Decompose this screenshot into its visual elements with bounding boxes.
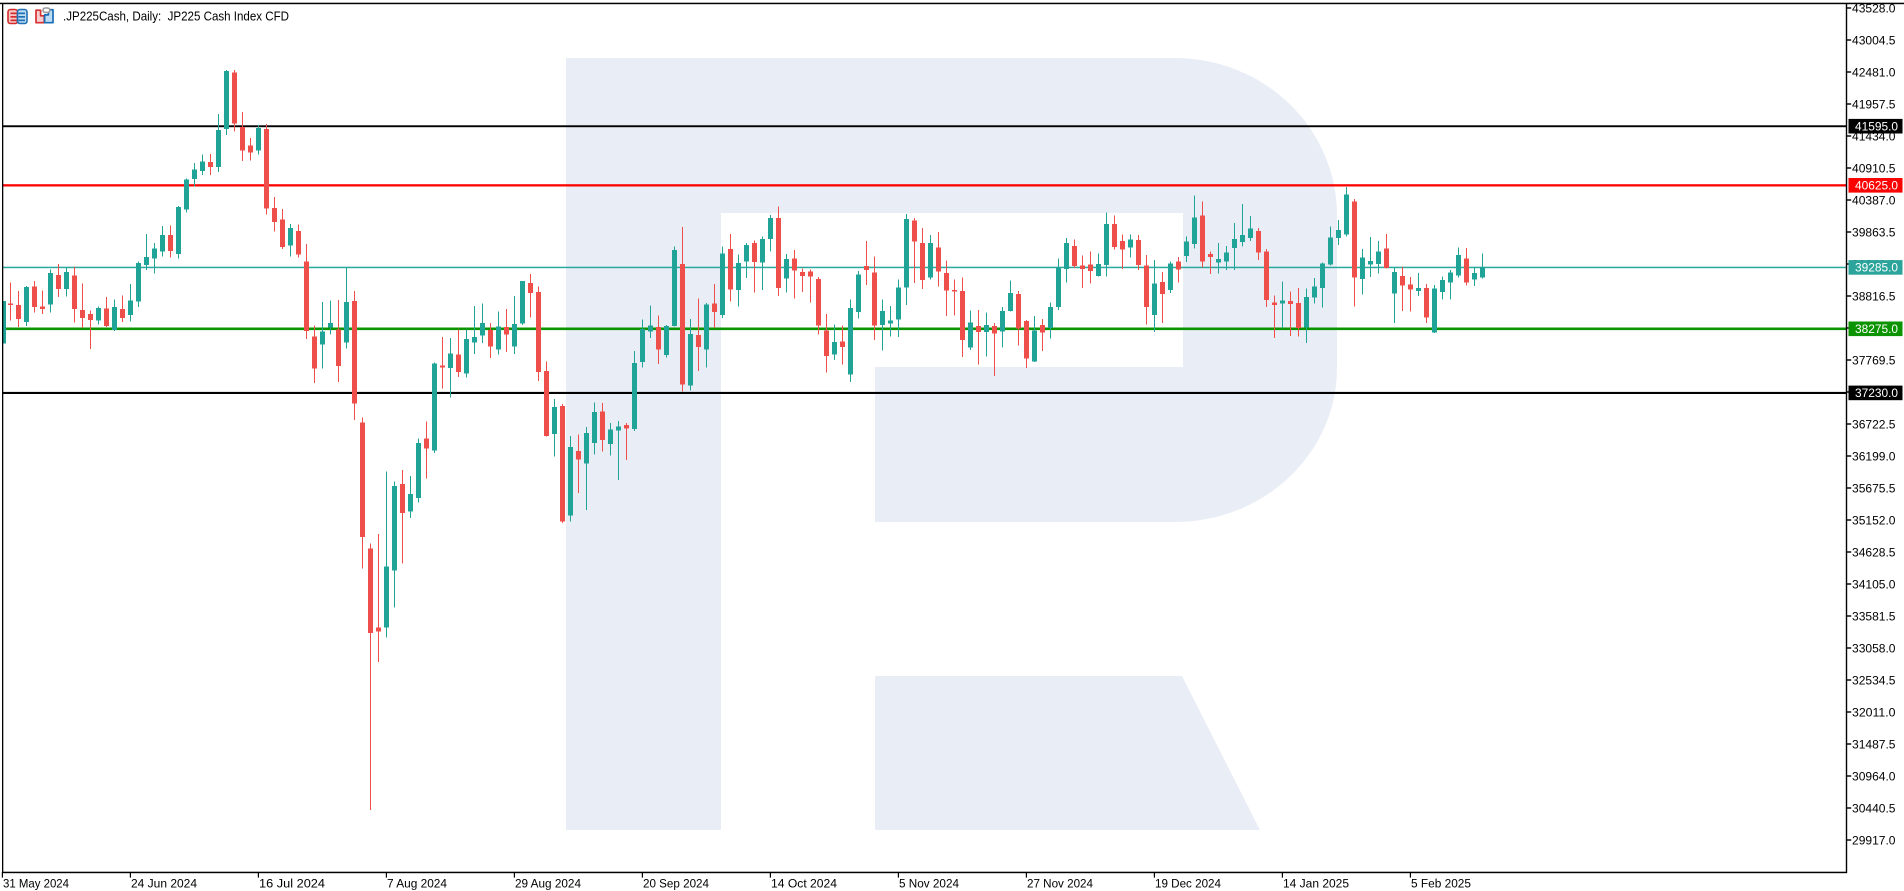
svg-text:20 Sep 2024: 20 Sep 2024 bbox=[643, 877, 709, 891]
svg-text:30440.5: 30440.5 bbox=[1852, 801, 1896, 815]
svg-text:39285.0: 39285.0 bbox=[1855, 261, 1898, 275]
svg-text:30964.0: 30964.0 bbox=[1852, 769, 1896, 783]
svg-text:36722.5: 36722.5 bbox=[1852, 417, 1896, 431]
svg-text:7 Aug 2024: 7 Aug 2024 bbox=[387, 877, 447, 891]
svg-text:24 Jun 2024: 24 Jun 2024 bbox=[131, 877, 197, 891]
svg-text:40625.0: 40625.0 bbox=[1855, 179, 1898, 193]
svg-text:36199.0: 36199.0 bbox=[1852, 449, 1896, 463]
svg-text:5 Feb 2025: 5 Feb 2025 bbox=[1411, 877, 1471, 891]
svg-text:37230.0: 37230.0 bbox=[1855, 386, 1898, 400]
svg-text:33058.0: 33058.0 bbox=[1852, 641, 1896, 655]
svg-text:29 Aug 2024: 29 Aug 2024 bbox=[515, 877, 581, 891]
svg-text:16 Jul 2024: 16 Jul 2024 bbox=[259, 877, 325, 891]
svg-text:41957.5: 41957.5 bbox=[1852, 97, 1896, 111]
svg-text:35152.0: 35152.0 bbox=[1852, 513, 1896, 527]
svg-text:38816.5: 38816.5 bbox=[1852, 289, 1896, 303]
svg-text:.JP225Cash, Daily: JP225 Cash: .JP225Cash, Daily: JP225 Cash Index CFD bbox=[63, 10, 289, 24]
svg-text:43528.0: 43528.0 bbox=[1852, 1, 1896, 15]
svg-text:37769.5: 37769.5 bbox=[1852, 353, 1896, 367]
svg-text:31487.5: 31487.5 bbox=[1852, 737, 1896, 751]
svg-text:14 Jan 2025: 14 Jan 2025 bbox=[1283, 877, 1349, 891]
svg-text:32011.0: 32011.0 bbox=[1852, 705, 1896, 719]
svg-text:43004.5: 43004.5 bbox=[1852, 33, 1896, 47]
svg-text:39863.5: 39863.5 bbox=[1852, 225, 1896, 239]
svg-text:34105.0: 34105.0 bbox=[1852, 577, 1896, 591]
svg-text:33581.5: 33581.5 bbox=[1852, 609, 1896, 623]
svg-text:27 Nov 2024: 27 Nov 2024 bbox=[1027, 877, 1093, 891]
svg-text:38275.0: 38275.0 bbox=[1855, 322, 1898, 336]
svg-text:41595.0: 41595.0 bbox=[1855, 120, 1898, 134]
svg-text:40910.5: 40910.5 bbox=[1852, 161, 1896, 175]
svg-text:19 Dec 2024: 19 Dec 2024 bbox=[1155, 877, 1221, 891]
svg-text:42481.0: 42481.0 bbox=[1852, 65, 1896, 79]
svg-text:34628.5: 34628.5 bbox=[1852, 545, 1896, 559]
svg-text:5 Nov 2024: 5 Nov 2024 bbox=[899, 877, 959, 891]
svg-text:14 Oct 2024: 14 Oct 2024 bbox=[771, 877, 837, 891]
svg-text:29917.0: 29917.0 bbox=[1852, 833, 1896, 847]
svg-text:35675.5: 35675.5 bbox=[1852, 481, 1896, 495]
svg-text:40387.0: 40387.0 bbox=[1852, 193, 1896, 207]
svg-text:31 May 2024: 31 May 2024 bbox=[3, 877, 69, 891]
svg-text:32534.5: 32534.5 bbox=[1852, 673, 1896, 687]
